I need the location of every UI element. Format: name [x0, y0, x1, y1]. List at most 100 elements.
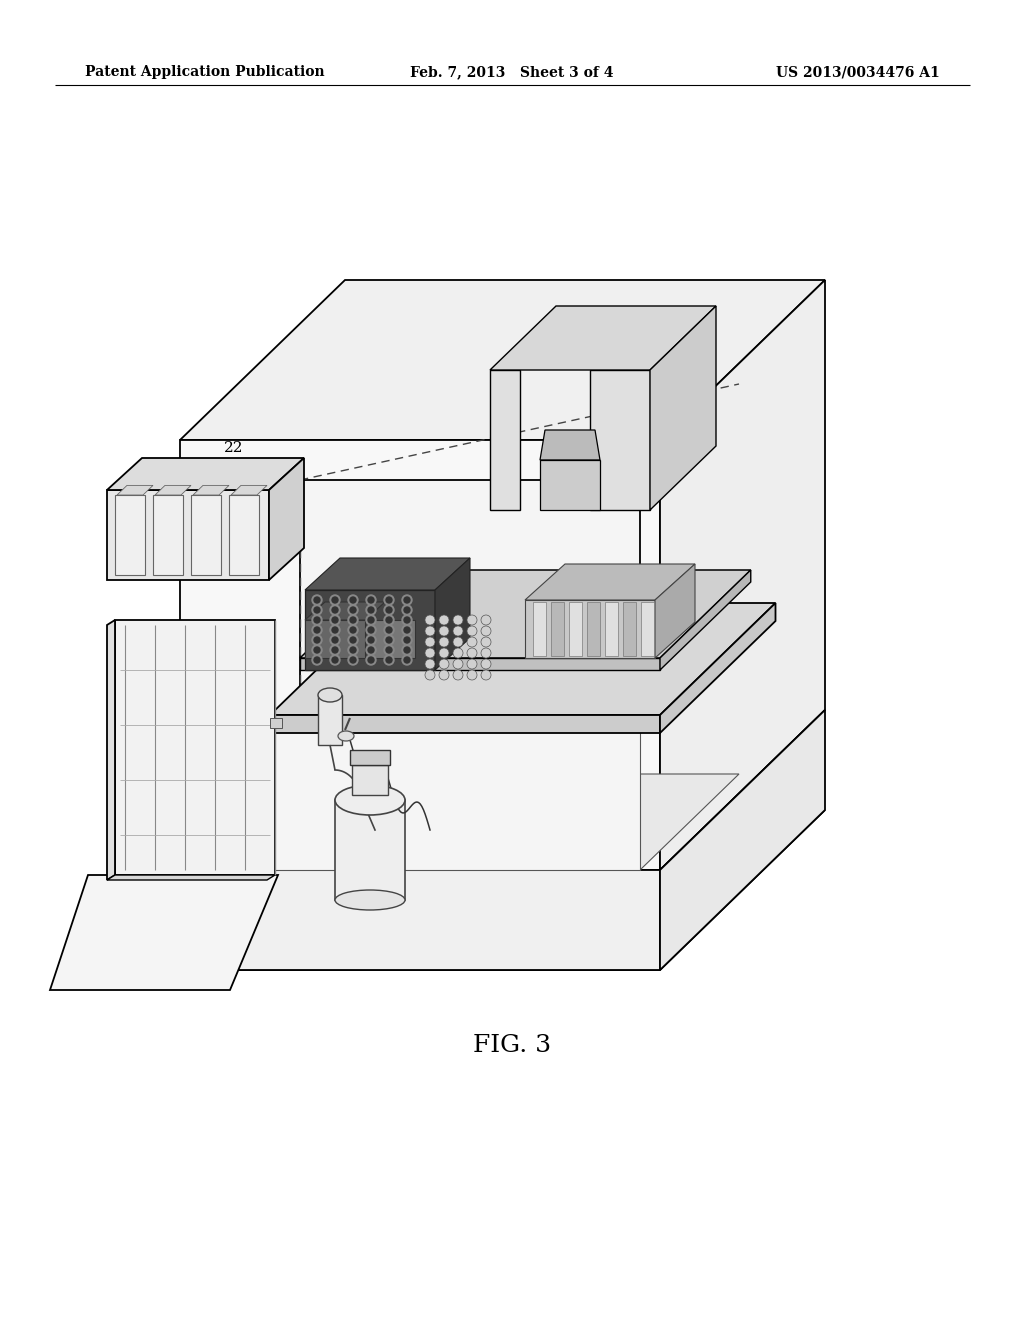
Circle shape — [425, 638, 435, 647]
Polygon shape — [153, 495, 183, 576]
Polygon shape — [370, 620, 415, 657]
Circle shape — [386, 627, 392, 634]
Polygon shape — [305, 590, 435, 671]
Circle shape — [368, 647, 374, 653]
Circle shape — [330, 595, 340, 605]
Circle shape — [330, 605, 340, 615]
Polygon shape — [623, 602, 636, 656]
Polygon shape — [193, 486, 229, 495]
Text: US 2013/0034476 A1: US 2013/0034476 A1 — [776, 65, 940, 79]
Text: FIG. 3: FIG. 3 — [473, 1034, 551, 1056]
Circle shape — [404, 607, 410, 612]
Circle shape — [453, 638, 463, 647]
Polygon shape — [250, 774, 739, 870]
Circle shape — [312, 655, 322, 665]
Circle shape — [384, 605, 394, 615]
Circle shape — [366, 615, 376, 624]
Polygon shape — [660, 280, 825, 870]
Circle shape — [404, 647, 410, 653]
Polygon shape — [587, 602, 600, 656]
Circle shape — [386, 638, 392, 643]
Circle shape — [384, 645, 394, 655]
Circle shape — [453, 671, 463, 680]
Circle shape — [314, 597, 319, 603]
Polygon shape — [551, 602, 564, 656]
Circle shape — [350, 607, 356, 612]
Circle shape — [368, 616, 374, 623]
Ellipse shape — [318, 688, 342, 702]
Circle shape — [314, 657, 319, 663]
Circle shape — [330, 615, 340, 624]
Circle shape — [332, 627, 338, 634]
Polygon shape — [335, 800, 406, 900]
Polygon shape — [269, 458, 304, 579]
Circle shape — [439, 659, 449, 669]
Circle shape — [332, 607, 338, 612]
Text: Feb. 7, 2013   Sheet 3 of 4: Feb. 7, 2013 Sheet 3 of 4 — [411, 65, 613, 79]
Polygon shape — [180, 280, 825, 440]
Circle shape — [404, 627, 410, 634]
Circle shape — [453, 648, 463, 657]
Polygon shape — [525, 564, 695, 601]
Circle shape — [404, 597, 410, 603]
Polygon shape — [655, 564, 695, 657]
Polygon shape — [106, 875, 275, 880]
Circle shape — [348, 635, 358, 645]
Circle shape — [402, 605, 412, 615]
Circle shape — [330, 624, 340, 635]
Circle shape — [312, 645, 322, 655]
Circle shape — [332, 597, 338, 603]
Polygon shape — [300, 480, 640, 719]
Circle shape — [314, 647, 319, 653]
Text: Patent Application Publication: Patent Application Publication — [85, 65, 325, 79]
Polygon shape — [50, 875, 278, 990]
Circle shape — [312, 605, 322, 615]
Circle shape — [348, 645, 358, 655]
Circle shape — [402, 615, 412, 624]
Circle shape — [384, 615, 394, 624]
Circle shape — [453, 626, 463, 636]
Polygon shape — [435, 558, 470, 671]
Text: 22: 22 — [224, 441, 244, 455]
Polygon shape — [155, 486, 191, 495]
Circle shape — [402, 635, 412, 645]
Polygon shape — [250, 719, 640, 870]
Circle shape — [332, 638, 338, 643]
Polygon shape — [106, 458, 304, 490]
Circle shape — [368, 607, 374, 612]
Circle shape — [402, 645, 412, 655]
Circle shape — [312, 624, 322, 635]
Ellipse shape — [335, 890, 406, 909]
Circle shape — [425, 626, 435, 636]
Polygon shape — [318, 696, 342, 744]
Circle shape — [481, 615, 490, 624]
Circle shape — [467, 671, 477, 680]
Polygon shape — [569, 602, 582, 656]
Polygon shape — [305, 602, 385, 620]
Circle shape — [402, 655, 412, 665]
Circle shape — [368, 657, 374, 663]
Circle shape — [467, 638, 477, 647]
Polygon shape — [231, 486, 267, 495]
Polygon shape — [270, 715, 660, 733]
Polygon shape — [605, 602, 618, 656]
Polygon shape — [106, 490, 269, 579]
Polygon shape — [540, 459, 600, 510]
Circle shape — [366, 624, 376, 635]
Circle shape — [312, 635, 322, 645]
Polygon shape — [229, 495, 259, 576]
Circle shape — [330, 635, 340, 645]
Circle shape — [348, 595, 358, 605]
Polygon shape — [352, 766, 388, 795]
Text: 30: 30 — [660, 648, 679, 663]
Circle shape — [332, 616, 338, 623]
Polygon shape — [115, 620, 275, 875]
Circle shape — [314, 616, 319, 623]
Circle shape — [453, 615, 463, 624]
Polygon shape — [300, 657, 660, 671]
Circle shape — [348, 624, 358, 635]
Circle shape — [481, 659, 490, 669]
Circle shape — [350, 638, 356, 643]
Circle shape — [366, 635, 376, 645]
Circle shape — [386, 657, 392, 663]
